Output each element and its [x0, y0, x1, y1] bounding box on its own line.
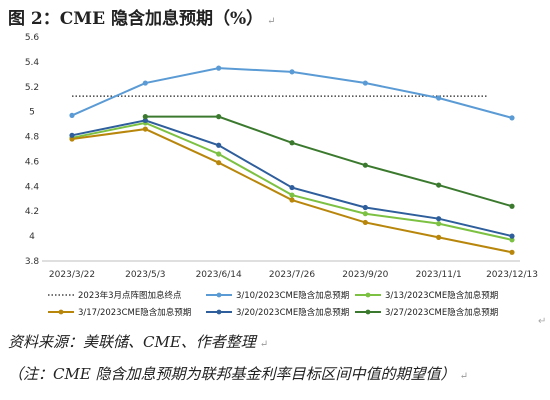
series-line: [71, 128, 513, 254]
source-note-text: 资料来源：美联储、CME、作者整理: [8, 333, 256, 351]
data-point: [216, 114, 222, 120]
legend-marker: [216, 292, 222, 298]
paragraph-mark-icon: ↵: [259, 339, 269, 350]
legend-marker: [365, 292, 371, 298]
y-tick-label: 4.6: [25, 157, 40, 167]
y-tick-label: 3.8: [25, 257, 40, 267]
legend-label: 3/27/2023CME隐含加息预期: [385, 307, 498, 318]
data-point: [69, 112, 75, 118]
y-tick-label: 5.6: [25, 33, 40, 43]
y-tick-label: 5.2: [25, 83, 39, 93]
source-note: 资料来源：美联储、CME、作者整理 ↵: [8, 331, 268, 352]
legend-marker: [365, 309, 371, 315]
y-tick-label: 5.4: [25, 58, 40, 68]
data-point: [509, 249, 515, 255]
data-point: [216, 151, 222, 157]
data-point: [69, 132, 75, 138]
data-point: [436, 234, 442, 240]
x-tick-label: 2023/7/26: [269, 270, 315, 280]
data-point: [362, 211, 368, 217]
footnote: （注：CME 隐含加息预期为联邦基金利率目标区间中值的期望值） ↵: [8, 363, 468, 384]
data-point: [436, 95, 442, 101]
series-line: [145, 115, 513, 208]
x-tick-label: 2023/3/22: [49, 270, 95, 280]
series-line: [71, 119, 513, 238]
data-point: [509, 237, 515, 243]
y-tick-label: 4: [29, 232, 35, 242]
data-point: [216, 65, 222, 71]
data-point: [289, 184, 295, 191]
y-tick-label: 4.2: [25, 207, 39, 217]
data-point: [289, 192, 295, 198]
data-point: [216, 142, 222, 148]
data-point: [142, 114, 148, 120]
series-line: [71, 67, 513, 119]
data-point: [362, 204, 368, 211]
legend-label: 3/13/2023CME隐含加息预期: [385, 290, 498, 301]
data-point: [509, 203, 515, 209]
footnote-text: （注：CME 隐含加息预期为联邦基金利率目标区间中值的期望值）: [8, 365, 456, 383]
y-tick-label: 4.4: [25, 182, 40, 192]
paragraph-mark-icon: ↵: [538, 316, 547, 327]
data-point: [289, 140, 295, 146]
x-tick-label: 2023/9/20: [342, 270, 388, 280]
legend-marker: [216, 309, 222, 315]
x-tick-label: 2023/5/3: [125, 270, 165, 280]
data-point: [436, 221, 442, 227]
data-point: [289, 69, 295, 75]
data-point: [216, 160, 222, 166]
data-point: [142, 117, 148, 123]
x-tick-label: 2023/6/14: [196, 270, 242, 280]
legend-label: 3/10/2023CME隐含加息预期: [236, 290, 349, 301]
page-title: 图 2：CME 隐含加息预期（%） ↵: [8, 4, 276, 29]
y-tick-label: 5: [29, 108, 35, 118]
data-point: [69, 136, 75, 142]
data-point: [436, 216, 442, 222]
data-point: [142, 126, 148, 132]
data-point: [509, 115, 515, 121]
data-point: [362, 162, 368, 168]
data-point: [509, 233, 515, 239]
y-tick-label: 4.8: [25, 133, 40, 143]
title-text: 图 2：CME 隐含加息预期（%）: [8, 9, 264, 29]
legend-marker: [58, 309, 64, 315]
legend-label: 3/20/2023CME隐含加息预期: [236, 307, 349, 318]
paragraph-mark-icon: ↵: [267, 16, 276, 27]
data-point: [362, 219, 368, 226]
data-point: [362, 80, 368, 86]
paragraph-mark-icon: ↵: [459, 371, 468, 382]
legend-label: 2023年3月点阵图加息终点: [78, 290, 182, 301]
line-chart: 3.8 4 4.2 4.4 4.6 4.8 5 5.2 5.4 5.6 2023/3/22 2023/…: [25, 33, 538, 318]
data-point: [142, 80, 148, 86]
x-tick-label: 2023/12/13: [486, 270, 538, 280]
data-point: [289, 197, 295, 203]
legend-label: 3/17/2023CME隐含加息预期: [78, 307, 191, 318]
x-tick-label: 2023/11/1: [416, 270, 462, 280]
data-point: [436, 182, 442, 188]
